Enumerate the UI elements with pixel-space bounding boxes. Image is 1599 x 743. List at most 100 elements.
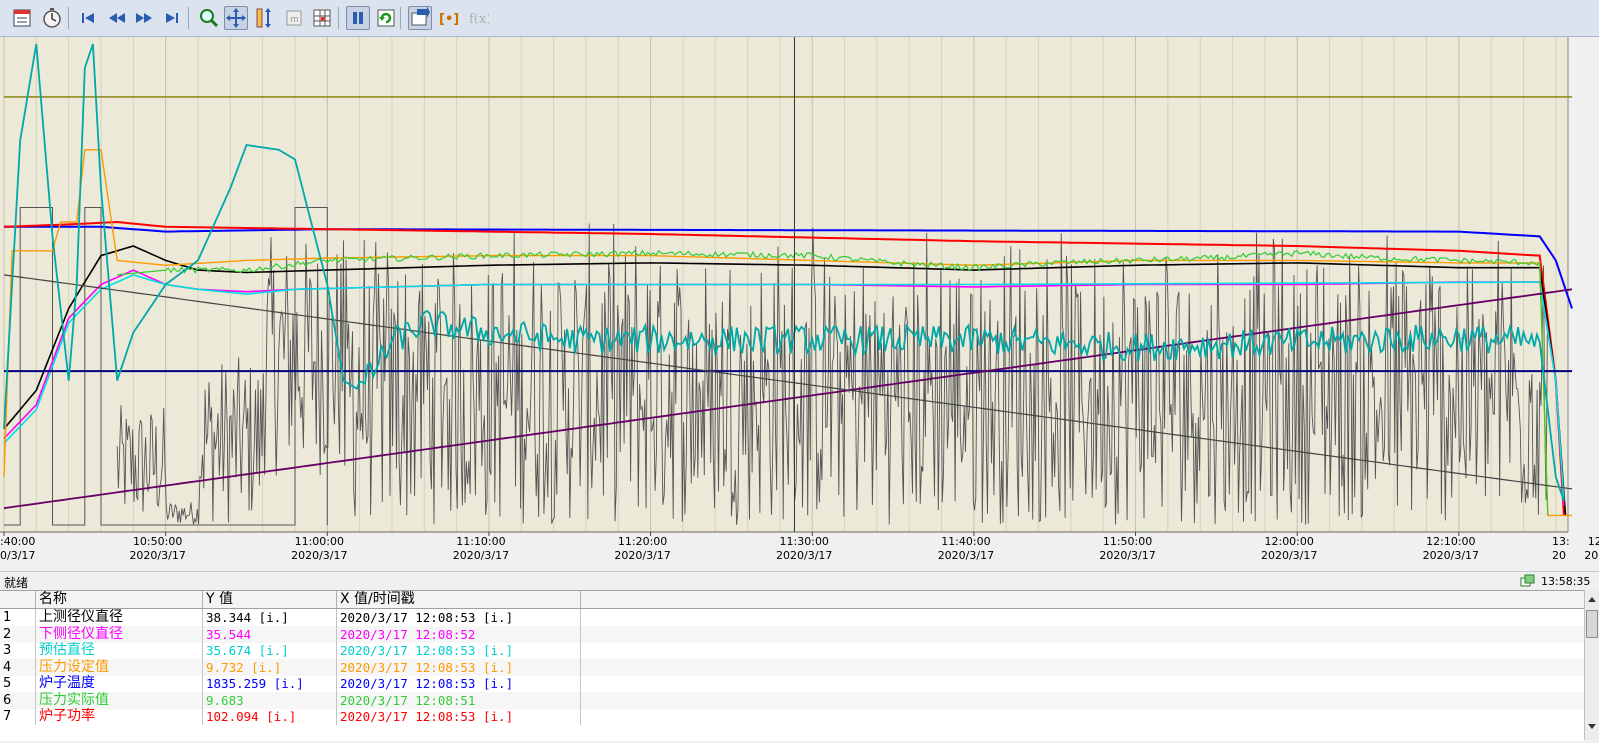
network-status-icon <box>1520 574 1535 587</box>
formula-icon: f(x) <box>469 12 489 27</box>
row-y-value: 35.674 [i.] <box>203 642 337 659</box>
refresh-icon <box>377 9 395 27</box>
forward-button[interactable] <box>132 6 156 30</box>
series-line-noise <box>116 223 1548 525</box>
export-button[interactable] <box>408 6 432 30</box>
x-tick-date: 20 <box>1552 549 1566 562</box>
x-tick-time: 11:00:00 <box>295 535 344 548</box>
ruler-button[interactable]: m <box>282 6 306 30</box>
trend-chart[interactable]: :40:000/3/1710:50:002020/3/1711:00:00202… <box>0 37 1599 570</box>
header-x-value[interactable]: X 值/时间戳 <box>337 591 581 608</box>
zoom-icon <box>200 9 219 28</box>
pan-icon <box>226 8 246 28</box>
row-index: 7 <box>0 708 36 725</box>
table-row[interactable]: 5 炉子温度 1835.259 [i.] 2020/3/17 12:08:53 [i.… <box>0 675 1584 692</box>
x-tick-date: 2020/3/17 <box>614 549 670 562</box>
row-x-value: 2020/3/17 12:08:53 [i.] <box>337 642 581 659</box>
first-icon <box>82 13 94 23</box>
table-row[interactable]: 4 压力设定值 9.732 [i.] 2020/3/17 12:08:53 [i.] <box>0 658 1584 676</box>
table-row[interactable]: 1 上测径仪直径 38.344 [i.] 2020/3/17 12:08:53 [i.… <box>0 609 1584 626</box>
x-tick-date: 2020/3/17 <box>129 549 185 562</box>
x-tick-time: 12:20:00 <box>1588 535 1599 548</box>
status-text: 就绪 <box>4 576 29 590</box>
status-bar: 就绪 13:58:35 <box>0 571 1599 591</box>
x-tick-time: 12:00:00 <box>1264 535 1313 548</box>
row-x-value: 2020/3/17 12:08:52 <box>337 625 581 643</box>
row-name: 炉子功率 <box>36 708 203 725</box>
x-tick-time: 11:40:00 <box>941 535 990 548</box>
scroll-down-icon[interactable] <box>1585 720 1599 734</box>
x-tick-date: 2020/3/17 <box>291 549 347 562</box>
grid-button[interactable] <box>310 6 334 30</box>
row-x-value: 2020/3/17 12:08:53 [i.] <box>337 658 581 676</box>
x-tick-time: 13: <box>1552 535 1570 548</box>
row-name: 压力设定值 <box>36 658 203 676</box>
back-button[interactable] <box>104 6 128 30</box>
series-line-cyan <box>3 274 1565 501</box>
series-line-black <box>3 245 1567 516</box>
series-line-square <box>4 207 328 526</box>
first-button[interactable] <box>76 6 100 30</box>
x-tick-time: :40:00 <box>0 535 35 548</box>
zoom-button[interactable] <box>196 6 220 30</box>
x-tick-date: 2020/3/17 <box>1423 549 1479 562</box>
table-header: 名称 Y 值 X 值/时间戳 <box>0 591 1584 609</box>
scroll-thumb[interactable] <box>1586 610 1598 638</box>
row-x-value: 2020/3/17 12:08:51 <box>337 691 581 709</box>
clock-time: 13:58:35 <box>1541 575 1591 588</box>
row-index: 6 <box>0 691 36 709</box>
row-name: 炉子温度 <box>36 675 203 692</box>
table-row[interactable]: 2 下侧径仪直径 35.544 2020/3/17 12:08:52 <box>0 625 1584 643</box>
curve-select-button[interactable]: [•] <box>436 6 460 30</box>
header-name[interactable]: 名称 <box>36 591 203 608</box>
refresh-button[interactable] <box>374 6 398 30</box>
clock-button[interactable] <box>40 6 64 30</box>
row-y-value: 35.544 <box>203 625 337 643</box>
clock-icon <box>43 8 61 28</box>
row-name: 压力实际值 <box>36 691 203 709</box>
table-scrollbar[interactable] <box>1584 590 1599 740</box>
cursor-value-table: 名称 Y 值 X 值/时间戳 1 上测径仪直径 38.344 [i.] 2020/3/… <box>0 590 1584 741</box>
pause-icon <box>353 12 363 24</box>
table-row[interactable]: 6 压力实际值 9.683 2020/3/17 12:08:51 <box>0 691 1584 709</box>
formula-button[interactable]: f(x) <box>466 6 490 30</box>
last-icon <box>166 13 178 23</box>
row-name: 下侧径仪直径 <box>36 625 203 643</box>
x-axis: :40:000/3/1710:50:002020/3/1711:00:00202… <box>0 531 1599 562</box>
curve-select-icon: [•] <box>439 12 459 27</box>
toolbar-separator <box>400 7 401 29</box>
toolbar-separator <box>338 7 339 29</box>
row-x-value: 2020/3/17 12:08:53 [i.] <box>337 609 581 626</box>
svg-text:m: m <box>290 15 299 25</box>
table-row[interactable]: 7 炉子功率 102.094 [i.] 2020/3/17 12:08:53 [i.] <box>0 708 1584 725</box>
x-tick-date: 2020/3/17 <box>1099 549 1155 562</box>
series-line-purple <box>3 288 1573 510</box>
scroll-up-icon[interactable] <box>1585 592 1599 606</box>
series-line-teal <box>3 43 1565 502</box>
svg-text:[•]: [•] <box>439 12 459 27</box>
series-line-blue <box>4 225 1573 309</box>
row-y-value: 9.683 <box>203 691 337 709</box>
series-line-green <box>117 249 1549 516</box>
last-button[interactable] <box>160 6 184 30</box>
pause-button[interactable] <box>346 6 370 30</box>
x-tick-time: 11:20:00 <box>618 535 667 548</box>
x-tick-date: 2020/3/17 <box>453 549 509 562</box>
x-tick-time: 10:50:00 <box>133 535 182 548</box>
config-button[interactable] <box>10 6 34 30</box>
svg-text:f(x): f(x) <box>469 12 489 27</box>
row-name: 上测径仪直径 <box>36 609 203 626</box>
config-icon <box>13 9 31 27</box>
x-tick-date: 2020/3/17 <box>938 549 994 562</box>
pan-button[interactable] <box>224 6 248 30</box>
x-tick-time: 11:10:00 <box>456 535 505 548</box>
toolbar-separator <box>68 7 69 29</box>
y-scale-button[interactable] <box>252 6 276 30</box>
header-y-value[interactable]: Y 值 <box>203 591 337 608</box>
x-tick-date: 0/3/17 <box>0 549 35 562</box>
series-line-red <box>3 220 1565 516</box>
toolbar: m [•] f(x) <box>0 0 1599 37</box>
x-tick-time: 11:50:00 <box>1103 535 1152 548</box>
y-scale-icon <box>256 8 271 28</box>
table-row[interactable]: 3 预估直径 35.674 [i.] 2020/3/17 12:08:53 [i.] <box>0 642 1584 659</box>
